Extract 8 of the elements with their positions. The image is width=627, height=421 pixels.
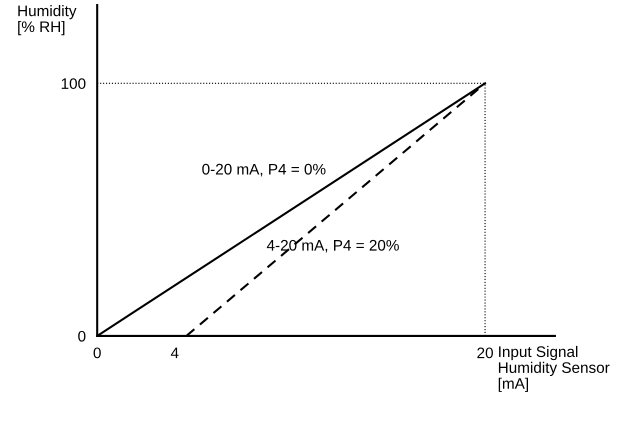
series-label: 0-20 mA, P4 = 0% [202,164,326,176]
x-axis-title: Input Signal Humidity Sensor [mA] [498,346,610,392]
y-tick-label: 100 [62,78,86,90]
y-axis-title: Humidity [% RH] [18,5,76,36]
x-tick-label: 4 [170,348,179,358]
x-tick-label: 20 [477,347,493,358]
series-label: 4-20 mA, P4 = 20% [266,240,399,253]
x-tick-label: 0 [94,347,101,358]
